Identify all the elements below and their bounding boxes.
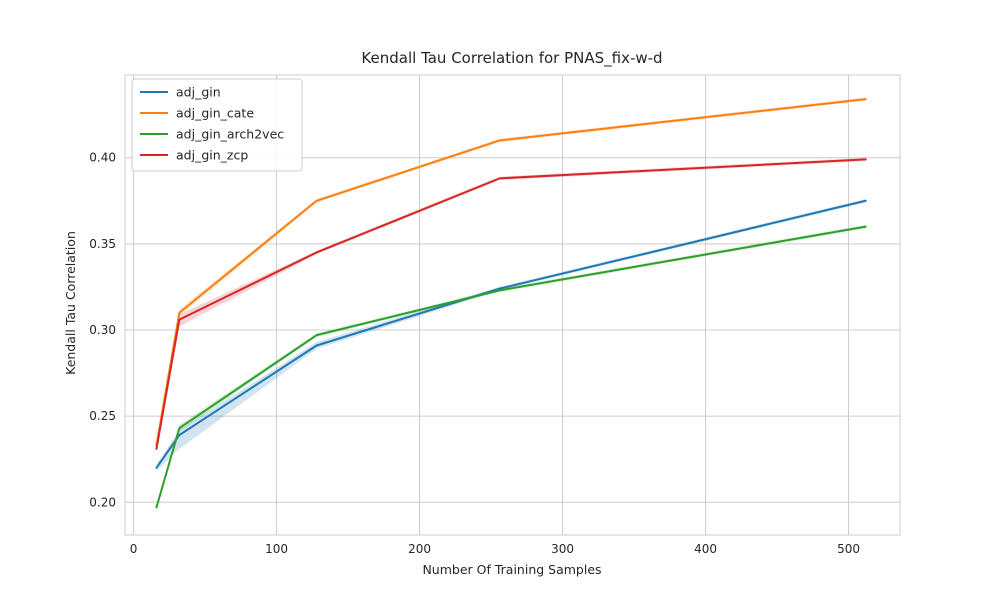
series-lines xyxy=(155,98,867,509)
legend-label: adj_gin_zcp xyxy=(176,148,248,163)
y-axis-label: Kendall Tau Correlation xyxy=(63,231,78,375)
x-tick-label: 200 xyxy=(408,542,431,556)
series-line xyxy=(155,199,867,469)
series-line xyxy=(155,225,867,509)
y-tick-labels: 0.20 0.25 0.30 0.35 0.40 xyxy=(89,151,116,510)
x-tick-label: 0 xyxy=(130,542,138,556)
x-tick-label: 500 xyxy=(837,542,860,556)
series-line xyxy=(155,98,867,447)
y-tick-label: 0.35 xyxy=(89,237,116,251)
y-tick-label: 0.40 xyxy=(89,151,116,165)
legend: adj_gin adj_gin_cate adj_gin_arch2vec adj_g… xyxy=(131,78,303,172)
legend-label: adj_gin_cate xyxy=(176,106,254,121)
x-tick-label: 100 xyxy=(265,542,288,556)
x-tick-label: 300 xyxy=(551,542,574,556)
x-tick-labels: 0 100 200 300 400 500 xyxy=(130,542,860,556)
y-tick-label: 0.30 xyxy=(89,323,116,337)
y-gridlines xyxy=(125,157,900,503)
legend-label: adj_gin xyxy=(176,85,221,100)
legend-label: adj_gin_arch2vec xyxy=(176,127,284,142)
x-tick-label: 400 xyxy=(694,542,717,556)
legend-box xyxy=(131,78,303,172)
y-tick-label: 0.20 xyxy=(89,495,116,509)
confidence-band xyxy=(156,157,866,451)
x-axis-label: Number Of Training Samples xyxy=(422,562,601,577)
confidence-band xyxy=(156,224,866,510)
chart-title: Kendall Tau Correlation for PNAS_fix-w-d xyxy=(361,49,662,68)
series-line xyxy=(155,158,867,450)
plot-frame xyxy=(124,74,901,536)
y-tick-label: 0.25 xyxy=(89,409,116,423)
confidence-band xyxy=(156,199,866,472)
